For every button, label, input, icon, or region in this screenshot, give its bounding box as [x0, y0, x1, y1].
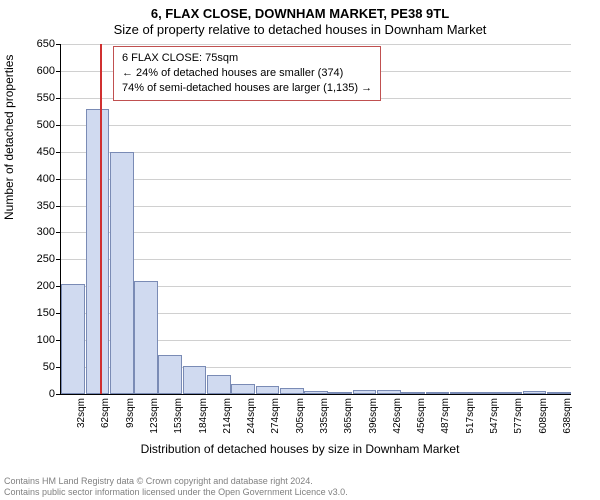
ytick-label: 150: [25, 307, 55, 319]
xtick-label: 274sqm: [270, 362, 281, 398]
xtick-label: 396sqm: [368, 362, 379, 398]
xtick-label: 93sqm: [125, 368, 136, 398]
info-box-line: 74% of semi-detached houses are larger (…: [122, 81, 372, 96]
xtick-label: 305sqm: [295, 362, 306, 398]
histogram-bar: [86, 109, 110, 394]
ytick-mark: [56, 152, 61, 153]
property-marker-line: [100, 44, 102, 394]
ytick-label: 250: [25, 253, 55, 265]
gridline: [61, 259, 571, 260]
xtick-label: 456sqm: [416, 362, 427, 398]
info-box: 6 FLAX CLOSE: 75sqm← 24% of detached hou…: [113, 46, 381, 101]
ytick-mark: [56, 71, 61, 72]
xtick-label: 244sqm: [246, 362, 257, 398]
footer-credits: Contains HM Land Registry data © Crown c…: [4, 476, 348, 498]
footer-line-1: Contains HM Land Registry data © Crown c…: [4, 476, 348, 487]
xtick-label: 547sqm: [489, 362, 500, 398]
ytick-label: 400: [25, 173, 55, 185]
ytick-label: 500: [25, 119, 55, 131]
ytick-label: 600: [25, 65, 55, 77]
chart-plot-area: 6 FLAX CLOSE: 75sqm← 24% of detached hou…: [60, 44, 571, 395]
ytick-label: 0: [25, 388, 55, 400]
ytick-mark: [56, 394, 61, 395]
ytick-label: 350: [25, 200, 55, 212]
gridline: [61, 206, 571, 207]
xtick-label: 426sqm: [392, 362, 403, 398]
xtick-label: 153sqm: [173, 362, 184, 398]
info-box-line: ← 24% of detached houses are smaller (37…: [122, 66, 372, 81]
ytick-label: 50: [25, 361, 55, 373]
gridline: [61, 179, 571, 180]
ytick-mark: [56, 232, 61, 233]
xtick-label: 32sqm: [76, 368, 87, 398]
xtick-label: 184sqm: [198, 362, 209, 398]
ytick-mark: [56, 98, 61, 99]
info-box-line: 6 FLAX CLOSE: 75sqm: [122, 51, 372, 66]
ytick-label: 300: [25, 226, 55, 238]
ytick-label: 550: [25, 92, 55, 104]
page-subtitle: Size of property relative to detached ho…: [0, 21, 600, 37]
ytick-mark: [56, 259, 61, 260]
gridline: [61, 44, 571, 45]
xtick-label: 365sqm: [343, 362, 354, 398]
ytick-label: 650: [25, 38, 55, 50]
ytick-mark: [56, 125, 61, 126]
xtick-label: 577sqm: [513, 362, 524, 398]
ytick-label: 200: [25, 280, 55, 292]
gridline: [61, 152, 571, 153]
xtick-label: 335sqm: [319, 362, 330, 398]
footer-line-2: Contains public sector information licen…: [4, 487, 348, 498]
x-axis-label: Distribution of detached houses by size …: [0, 442, 600, 456]
gridline: [61, 125, 571, 126]
page-title: 6, FLAX CLOSE, DOWNHAM MARKET, PE38 9TL: [0, 0, 600, 21]
ytick-mark: [56, 179, 61, 180]
xtick-label: 638sqm: [562, 362, 573, 398]
xtick-label: 487sqm: [440, 362, 451, 398]
xtick-label: 517sqm: [465, 362, 476, 398]
xtick-label: 214sqm: [222, 362, 233, 398]
ytick-label: 100: [25, 334, 55, 346]
y-axis-label: Number of detached properties: [2, 55, 16, 220]
gridline: [61, 232, 571, 233]
histogram-bar: [110, 152, 134, 394]
ytick-mark: [56, 206, 61, 207]
xtick-label: 62sqm: [100, 368, 111, 398]
ytick-label: 450: [25, 146, 55, 158]
xtick-label: 123sqm: [149, 362, 160, 398]
xtick-label: 608sqm: [538, 362, 549, 398]
ytick-mark: [56, 44, 61, 45]
